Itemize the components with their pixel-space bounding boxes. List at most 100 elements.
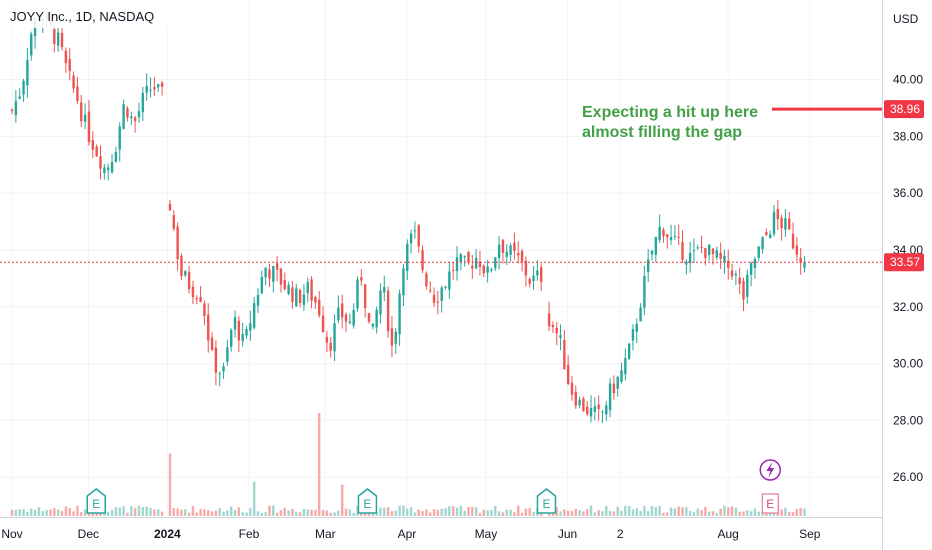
volume-bar <box>753 508 757 516</box>
upcoming-earnings-label: E <box>766 497 774 511</box>
annotation-line-1: Expecting a hit up here <box>582 104 758 121</box>
candle-down <box>199 296 202 302</box>
candle-up <box>352 309 355 326</box>
candle-down <box>207 314 210 341</box>
candle-up <box>56 32 60 46</box>
currency-label[interactable]: USD <box>893 12 919 26</box>
earnings-marker[interactable]: E <box>357 488 378 514</box>
volume-bar <box>459 505 463 516</box>
candle-down <box>172 215 175 229</box>
volume-bar <box>455 507 459 516</box>
candle-down <box>780 217 783 229</box>
candle-up <box>260 276 264 294</box>
volume-bar <box>252 481 256 516</box>
volume-bar <box>409 507 413 516</box>
candle-down <box>275 263 279 270</box>
time-tick-label: Jun <box>558 527 577 541</box>
candle-up <box>715 250 719 258</box>
time-axis[interactable]: Nov Dec 2024 Feb Mar Apr May Jun 2 Aug Sep <box>1 527 820 541</box>
candle-up <box>635 323 638 332</box>
volume-bar <box>791 512 795 516</box>
candle-up <box>356 279 359 309</box>
upcoming-earnings-marker[interactable]: E <box>761 493 779 514</box>
volume-bar <box>356 505 359 516</box>
last-price-tag: 33.57 <box>884 253 924 272</box>
volume-bar <box>306 509 309 516</box>
volume-bar <box>60 511 64 516</box>
earnings-marker[interactable]: E <box>536 488 557 514</box>
time-tick-label: Apr <box>398 527 417 541</box>
candle-up <box>184 271 187 276</box>
volume-bar <box>448 506 451 516</box>
price-tick-label: 32.00 <box>893 300 923 314</box>
volume-bar <box>402 505 405 516</box>
candle-up <box>379 290 382 315</box>
volume-bar <box>22 509 25 516</box>
candle-up <box>627 343 631 359</box>
volume-bar <box>727 507 730 516</box>
volume-bar <box>490 509 493 516</box>
volume-bar <box>513 512 516 516</box>
volume-bar <box>207 510 210 516</box>
candle-up <box>490 269 493 271</box>
volume-bar <box>26 511 29 516</box>
time-tick-label: Sep <box>799 527 821 541</box>
volume-bar <box>505 509 508 516</box>
candle-up <box>122 104 125 129</box>
volume-bar <box>195 512 198 516</box>
candle-down <box>719 252 722 259</box>
candle-down <box>168 204 172 211</box>
volume-bar <box>681 507 684 516</box>
volume-bar <box>130 506 133 516</box>
price-tick-label: 26.00 <box>893 470 923 484</box>
volume-bar <box>616 506 619 516</box>
volume-bar <box>432 509 436 516</box>
earnings-marker[interactable]: E <box>86 488 107 514</box>
volume-bar <box>168 453 172 516</box>
candle-up <box>14 101 18 116</box>
candle-up <box>149 89 152 91</box>
volume-bar <box>157 509 160 516</box>
time-tick-label: Dec <box>78 527 99 541</box>
time-tick-label: May <box>475 527 498 541</box>
upcoming-earnings-shape <box>761 493 779 514</box>
candle-up <box>688 252 692 264</box>
volume-bar <box>440 508 443 516</box>
candle-down <box>582 398 585 412</box>
volume-bar <box>501 512 505 516</box>
candle-down <box>528 278 531 284</box>
volume-bar <box>348 509 352 516</box>
candle-down <box>237 320 241 341</box>
volume-bar <box>375 512 378 516</box>
candle-up <box>650 250 654 255</box>
candle-down <box>429 290 432 292</box>
candle-down <box>478 261 482 267</box>
volume-bar <box>83 509 87 516</box>
volume-bar <box>497 511 501 516</box>
volume-bar <box>563 509 566 516</box>
volume-bar <box>80 512 83 516</box>
volume-bar <box>41 511 44 516</box>
candlestick-series[interactable] <box>10 12 806 424</box>
volume-bar <box>768 511 772 516</box>
volume-bar <box>517 505 520 516</box>
candle-up <box>409 233 413 244</box>
volume-bar <box>222 511 225 516</box>
volume-bar <box>203 509 206 516</box>
volume-bar <box>761 511 764 516</box>
candle-up <box>608 383 612 411</box>
candle-down <box>586 406 589 415</box>
candle-up <box>768 234 772 238</box>
volume-bar <box>314 509 317 516</box>
candle-down <box>60 32 64 48</box>
lightning-icon[interactable] <box>759 459 782 481</box>
volume-bar <box>589 505 593 516</box>
candle-down <box>501 239 505 253</box>
volume-bar <box>279 510 283 516</box>
volume-bar <box>149 507 152 516</box>
volume-bar <box>95 512 98 516</box>
last-price-tag-box <box>884 253 924 272</box>
